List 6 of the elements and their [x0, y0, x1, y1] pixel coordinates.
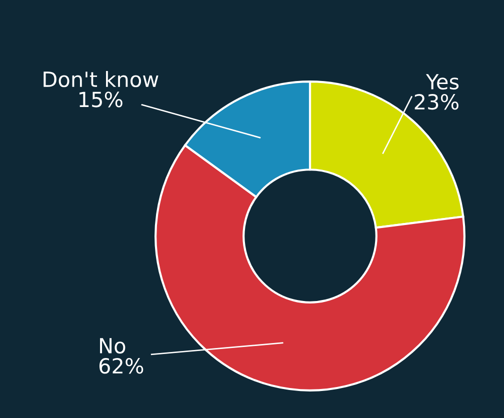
data-label: 62% [99, 358, 144, 374]
data-label: 15% [80, 92, 122, 108]
slice-label: No [100, 338, 126, 354]
data-label: 23% [414, 94, 458, 110]
slice-label: Don't know [44, 71, 158, 88]
slice-label: Yes [426, 74, 459, 90]
